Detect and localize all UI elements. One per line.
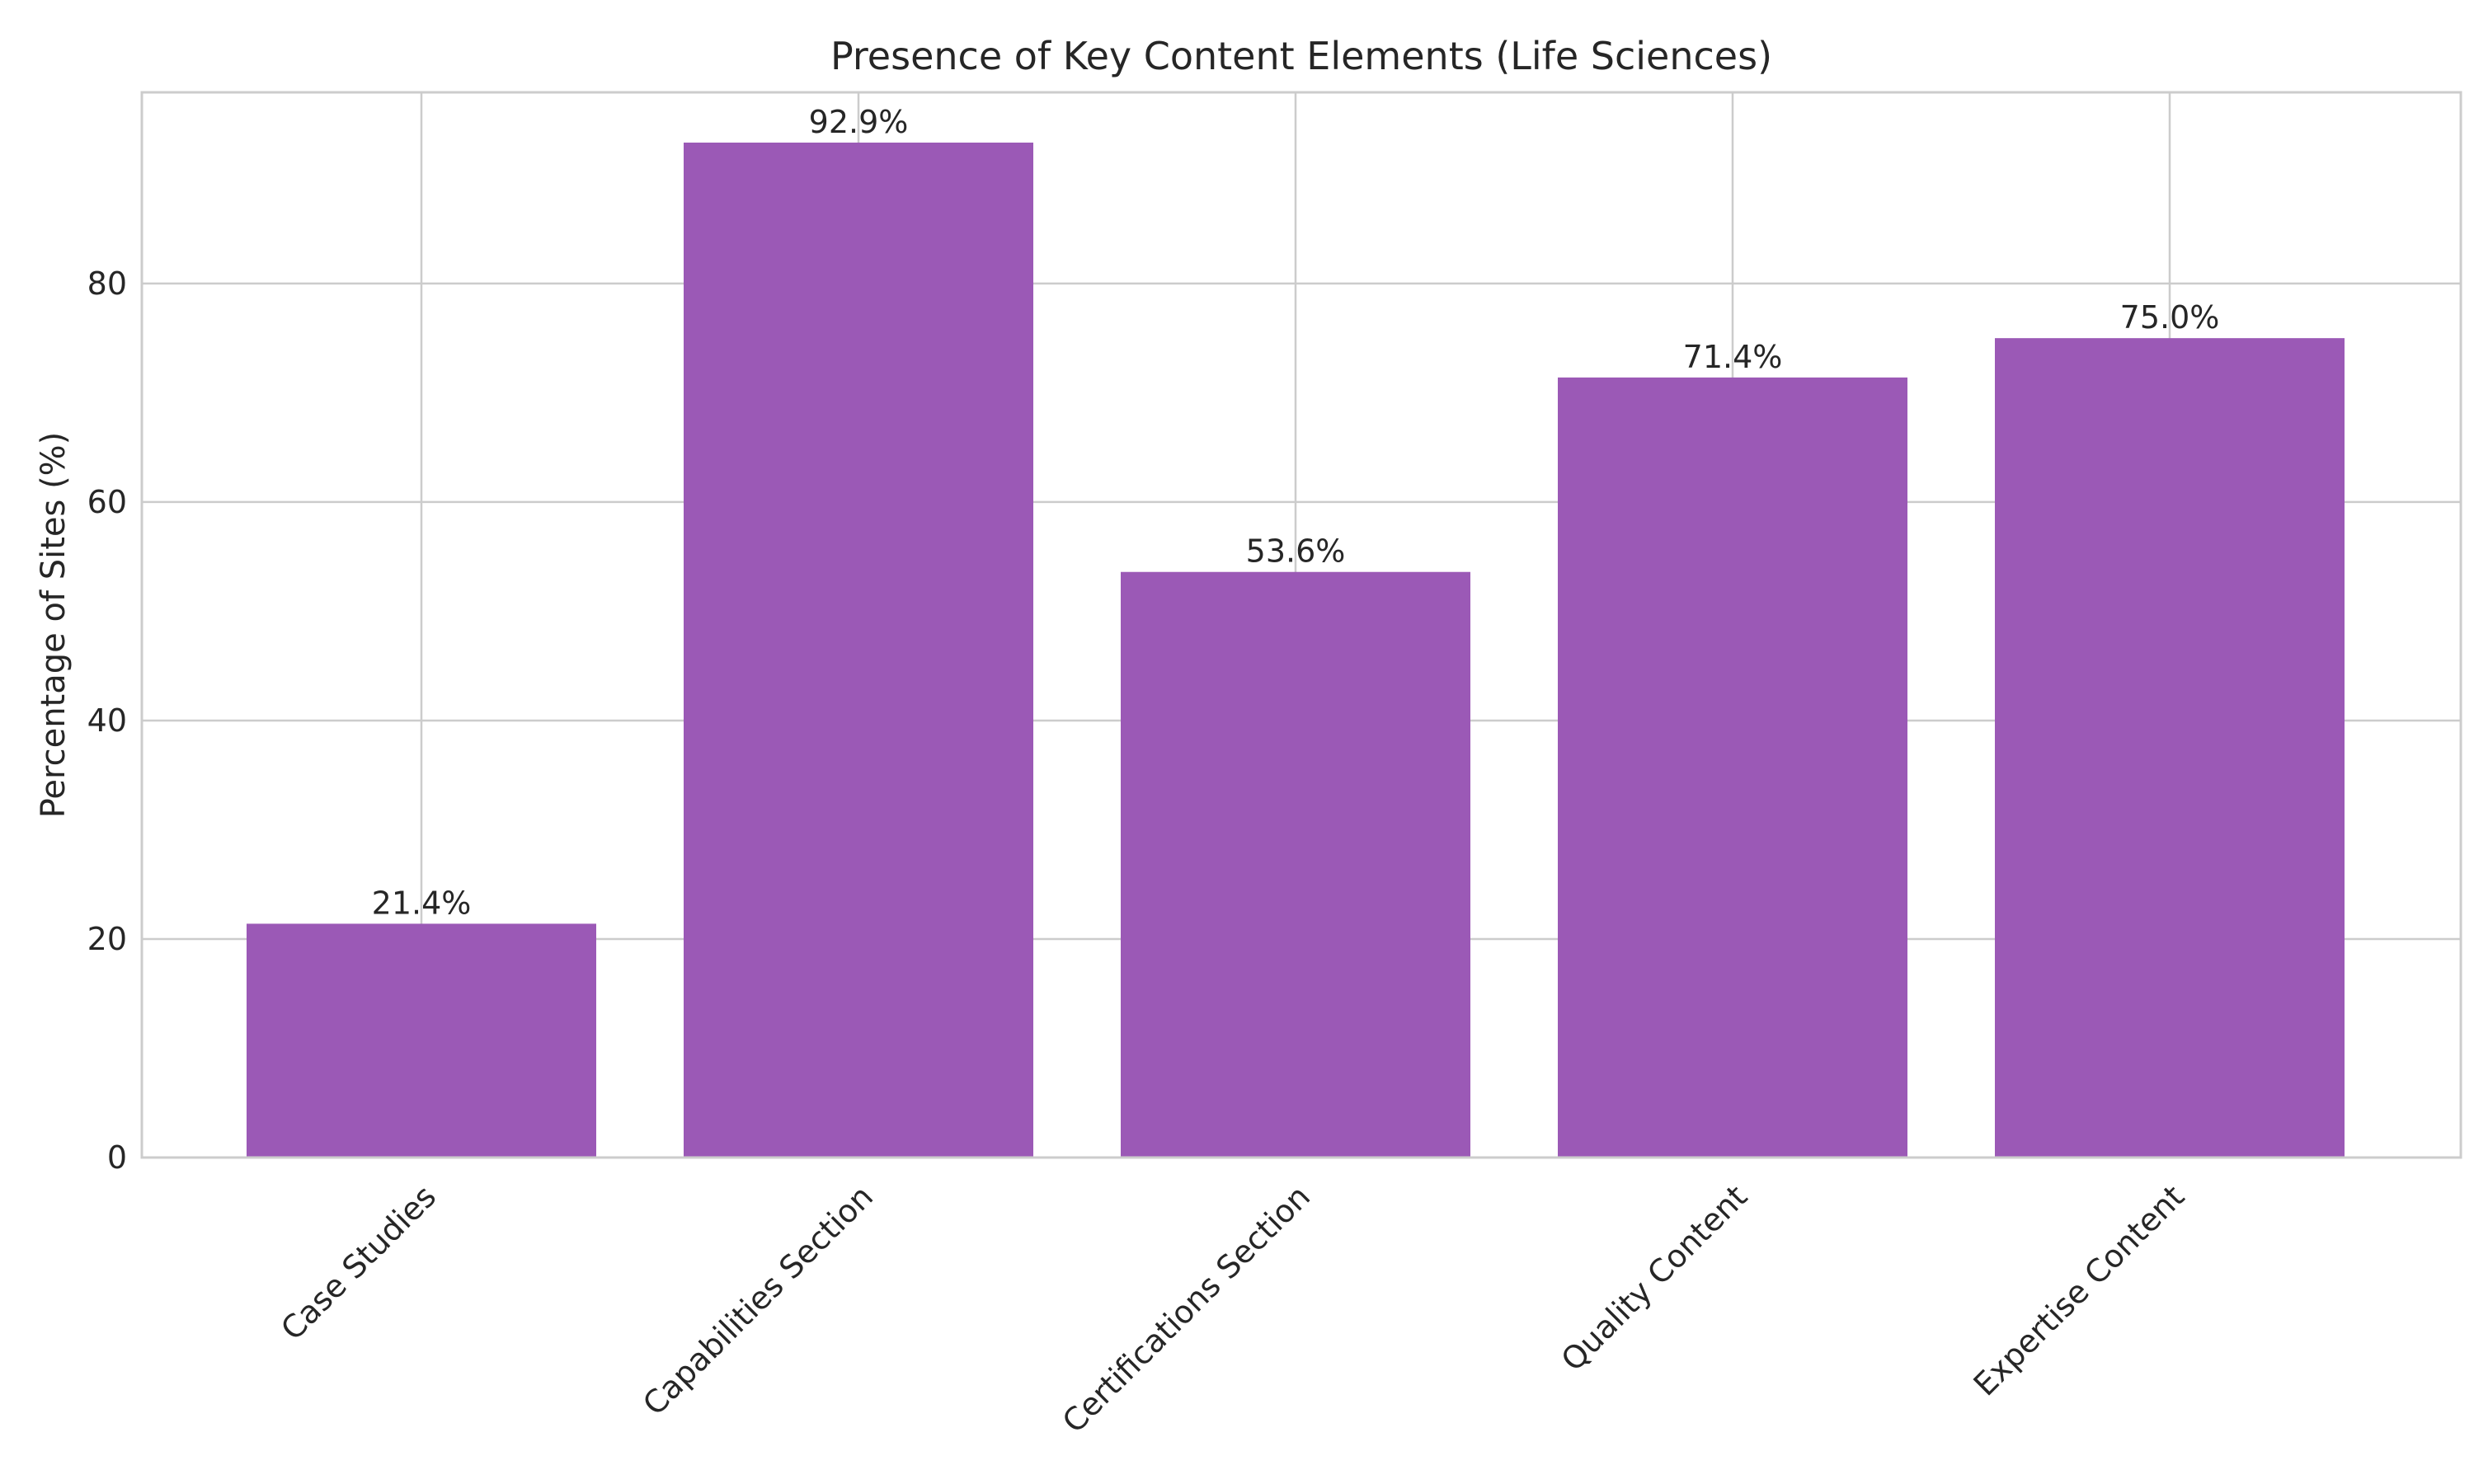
x-tick-label: Case Studies [274,1178,443,1347]
bars [247,142,2345,1158]
y-tick-label: 0 [107,1139,127,1176]
y-tick-label: 20 [87,921,127,957]
data-labels: 21.4% 92.9% 53.6% 71.4% 75.0% [372,104,2220,921]
y-tick-label: 40 [87,702,127,739]
x-tick-labels: Case Studies Capabilities Section Certific… [274,1178,2191,1439]
x-tick-label: Quality Content [1554,1178,1755,1378]
bar-value-label: 21.4% [372,885,472,921]
y-axis-label: Percentage of Sites (%) [35,432,73,819]
bar-value-label: 53.6% [1246,533,1346,570]
bar [1995,338,2345,1158]
bar [1121,571,1470,1158]
x-tick-label: Certifications Section [1056,1178,1317,1439]
bar-value-label: 92.9% [809,104,909,140]
x-tick-label: Expertise Content [1967,1178,2192,1403]
bar [684,142,1033,1158]
bar [1558,377,1907,1158]
y-tick-labels: 0 20 40 60 80 [87,265,127,1176]
bar [247,923,596,1158]
chart-title: Presence of Key Content Elements (Life S… [830,34,1772,78]
x-tick-label: Capabilities Section [636,1178,880,1422]
bar-value-label: 75.0% [2120,299,2220,336]
bar-value-label: 71.4% [1683,339,1783,375]
plot-area-frame [140,91,2462,1159]
y-tick-label: 60 [87,484,127,520]
y-tick-label: 80 [87,265,127,302]
